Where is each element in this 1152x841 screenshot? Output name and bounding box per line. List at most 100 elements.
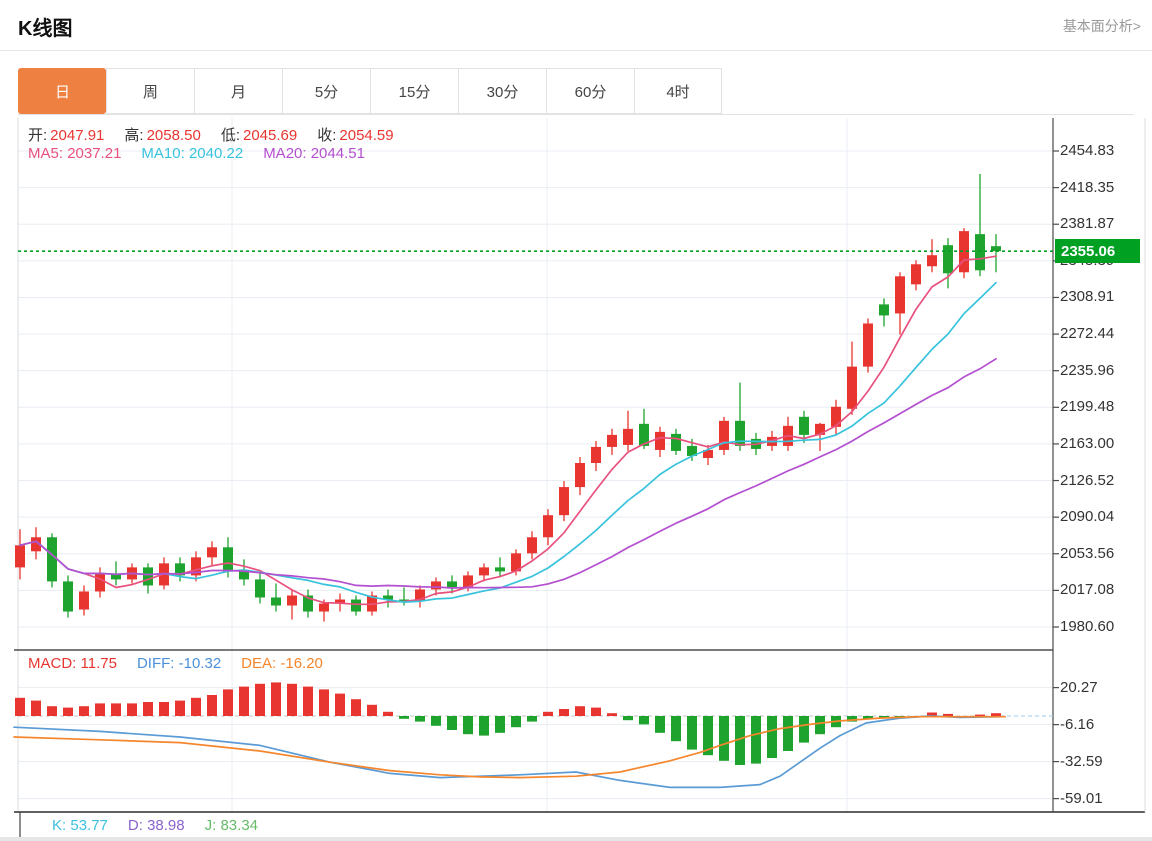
macd-hist-bar <box>335 693 345 716</box>
tab-4hour[interactable]: 4时 <box>634 68 722 114</box>
close-value: 收: 2054.59 <box>317 127 394 144</box>
macd-hist-bar <box>47 706 57 716</box>
macd-hist-bar <box>207 695 217 716</box>
candle-body <box>911 264 921 285</box>
macd-hist-bar <box>63 707 73 716</box>
open-value: 开: 2047.91 <box>28 127 105 144</box>
candle-body <box>799 416 809 435</box>
price-axis-label: 2090.04 <box>1060 508 1115 526</box>
high-value: 高: 2058.50 <box>124 127 201 144</box>
candle-body <box>975 234 985 271</box>
candle-body <box>271 597 281 606</box>
macd-axis-label: -6.16 <box>1060 715 1095 733</box>
macd-hist-bar <box>223 689 233 716</box>
candle-body <box>735 420 745 446</box>
candle-body <box>847 366 857 409</box>
macd-hist-bar <box>511 716 521 728</box>
price-axis-label: 2126.52 <box>1060 471 1115 489</box>
price-axis-label: 2308.91 <box>1060 288 1115 306</box>
macd-hist-bar <box>607 713 617 716</box>
candle-body <box>319 603 329 612</box>
candle-body <box>863 323 873 367</box>
tab-monthly[interactable]: 月 <box>194 68 282 114</box>
candle-body <box>143 567 153 586</box>
last-price-tag: 2355.06 <box>1055 239 1140 264</box>
bottom-strip <box>0 837 1152 841</box>
candle-body <box>95 573 105 592</box>
macd-hist-bar <box>159 702 169 716</box>
candle-body <box>447 581 457 588</box>
macd-hist-bar <box>863 716 873 719</box>
macd-hist-bar <box>351 699 361 716</box>
macd-hist-bar <box>703 716 713 756</box>
tab-60min[interactable]: 60分 <box>546 68 634 114</box>
tab-5min[interactable]: 5分 <box>282 68 370 114</box>
candle-body <box>399 599 409 602</box>
candle-body <box>191 557 201 576</box>
dea-line <box>13 715 1006 779</box>
ohlc-legend: 开: 2047.91 高: 2058.50 低: 2045.69 收: 2054.59 <box>28 124 394 145</box>
price-axis-label: 2381.87 <box>1060 215 1115 233</box>
macd-axis-label: -59.01 <box>1060 789 1103 807</box>
macd-hist-bar <box>479 716 489 736</box>
tab-weekly[interactable]: 周 <box>106 68 194 114</box>
dea-value: DEA: -16.20 <box>241 655 323 672</box>
macd-hist-bar <box>815 716 825 735</box>
macd-hist-bar <box>111 703 121 716</box>
macd-hist-bar <box>751 716 761 764</box>
macd-hist-bar <box>95 703 105 716</box>
fundamental-analysis-link[interactable]: 基本面分析> <box>1062 18 1141 34</box>
macd-hist-bar <box>431 716 441 726</box>
ma5-line <box>19 255 997 606</box>
title-divider <box>0 50 1152 51</box>
tab-30min[interactable]: 30分 <box>458 68 546 114</box>
candle-body <box>383 595 393 600</box>
macd-hist-bar <box>383 711 393 716</box>
tab-15min[interactable]: 15分 <box>370 68 458 114</box>
macd-hist-bar <box>399 716 409 719</box>
price-axis-label: 2272.44 <box>1060 325 1115 343</box>
price-axis-label: 2199.48 <box>1060 398 1115 416</box>
macd-axis-label: 20.27 <box>1060 678 1098 696</box>
macd-hist-bar <box>671 716 681 742</box>
macd-hist-bar <box>783 716 793 751</box>
macd-hist-bar <box>415 716 425 722</box>
candle-body <box>959 231 969 273</box>
candle-body <box>607 434 617 447</box>
price-axis-label: 2053.56 <box>1060 544 1115 562</box>
tab-daily[interactable]: 日 <box>18 68 106 114</box>
candle-body <box>463 575 473 588</box>
candle-body <box>79 591 89 610</box>
macd-hist-bar <box>927 712 937 716</box>
candle-body <box>815 423 825 435</box>
macd-hist-bar <box>447 716 457 730</box>
interval-tabbar: 日 周 月 5分 15分 30分 60分 4时 <box>18 68 1134 115</box>
ma-legend: MA5: 2037.21 MA10: 2040.22 MA20: 2044.51 <box>28 145 365 162</box>
candle-body <box>991 246 1001 252</box>
macd-hist-bar <box>943 713 953 716</box>
macd-hist-bar <box>623 716 633 721</box>
candle-body <box>351 599 361 612</box>
candle-body <box>511 553 521 572</box>
macd-hist-bar <box>271 682 281 716</box>
macd-hist-bar <box>767 716 777 758</box>
candle-body <box>255 579 265 598</box>
candle-body <box>335 599 345 604</box>
macd-hist-bar <box>287 683 297 716</box>
price-axis-label: 2454.83 <box>1060 142 1115 159</box>
macd-hist-bar <box>463 716 473 735</box>
candle-body <box>111 573 121 580</box>
ma5-value: MA5: 2037.21 <box>28 145 122 162</box>
macd-axis-label: -32.59 <box>1060 752 1103 770</box>
page-title: K线图 <box>18 18 73 40</box>
candle-body <box>623 428 633 445</box>
candle-body <box>719 420 729 450</box>
ma10-line <box>19 281 997 603</box>
macd-hist-bar <box>239 686 249 716</box>
diff-value: DIFF: -10.32 <box>136 655 222 672</box>
candle-body <box>927 255 937 267</box>
candle-body <box>303 595 313 612</box>
candle-body <box>943 245 953 274</box>
